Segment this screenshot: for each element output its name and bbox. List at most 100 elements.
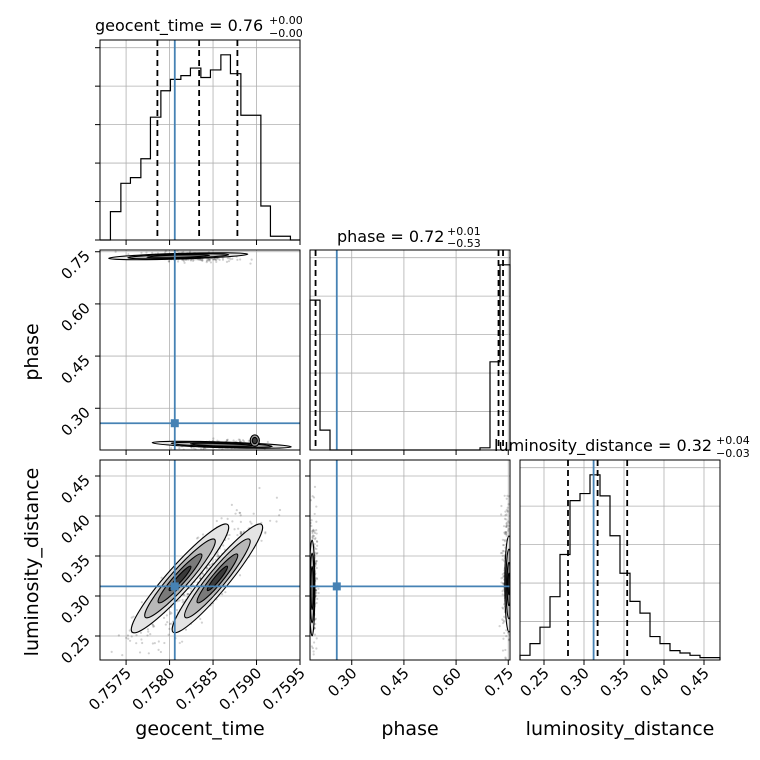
sample-point: [316, 544, 319, 547]
sample-point: [145, 251, 148, 254]
title-luminosity-distance-plus: +0.04: [716, 434, 750, 447]
sample-point: [205, 261, 208, 264]
sample-point: [147, 652, 150, 655]
sample-point: [503, 532, 506, 535]
sample-point: [128, 639, 132, 642]
sample-point: [127, 637, 130, 640]
xtick-label-geocent_time: 0.7590: [215, 664, 265, 714]
sample-point: [314, 562, 318, 566]
sample-point: [160, 576, 163, 579]
sample-point: [216, 439, 219, 442]
sample-point: [502, 574, 505, 578]
sample-point: [264, 532, 267, 535]
sample-point: [275, 496, 278, 499]
sample-point: [312, 529, 315, 532]
sample-point: [260, 539, 263, 542]
sample-point: [241, 439, 245, 442]
xtick-label-phase: 0.45: [376, 664, 412, 700]
ytick-label-phase: 0.30: [57, 403, 93, 439]
sample-point: [505, 513, 508, 516]
sample-point: [132, 615, 135, 618]
sample-point: [311, 531, 314, 535]
sample-point: [502, 543, 506, 547]
sample-point: [152, 625, 155, 628]
sample-point: [225, 260, 229, 263]
title-phase: phase = 0.72: [337, 227, 444, 246]
panel-frame: [99, 459, 301, 661]
sample-point: [312, 641, 316, 644]
sample-point: [505, 524, 508, 527]
sample-point: [247, 439, 250, 442]
sample-point: [502, 637, 505, 640]
sample-point: [221, 593, 224, 596]
sample-point: [183, 593, 186, 597]
sample-point: [500, 581, 503, 584]
sample-point: [503, 494, 506, 497]
sample-point: [315, 560, 318, 563]
sample-point: [502, 550, 505, 553]
sample-point: [314, 617, 317, 620]
sample-point: [238, 511, 241, 514]
sample-point: [505, 497, 508, 500]
sample-point: [127, 253, 130, 256]
sample-point: [506, 510, 509, 513]
sample-point: [507, 529, 510, 532]
panel-frame: [309, 459, 511, 661]
sample-point: [211, 258, 215, 261]
sample-point: [199, 575, 202, 578]
title-geocent-time: geocent_time = 0.76: [95, 16, 263, 36]
sample-point: [505, 508, 508, 511]
sample-point: [501, 649, 505, 652]
sample-point: [315, 532, 318, 535]
sample-point: [225, 438, 229, 442]
sample-point: [216, 257, 219, 260]
sample-point: [312, 496, 316, 499]
sample-point: [314, 536, 317, 540]
sample-point: [313, 547, 317, 550]
sample-point: [207, 259, 210, 262]
sample-point: [503, 538, 506, 542]
sample-point: [504, 514, 507, 517]
sample-point: [151, 623, 155, 627]
sample-point: [227, 260, 231, 263]
sample-point: [249, 262, 252, 265]
sample-point: [169, 447, 173, 450]
sample-point: [159, 650, 163, 654]
sample-point: [236, 534, 239, 537]
sample-point: [110, 650, 113, 653]
sample-point: [313, 485, 317, 488]
sample-point: [501, 606, 504, 609]
sample-point: [503, 517, 507, 520]
ytick-label-luminosity_distance: 0.35: [57, 551, 93, 587]
sample-point: [315, 601, 318, 605]
sample-point: [313, 530, 316, 533]
sample-point: [168, 627, 171, 630]
sample-point: [232, 439, 235, 442]
sample-point: [311, 536, 314, 539]
panel-frame: [99, 39, 301, 241]
sample-point: [498, 625, 501, 628]
sample-point: [507, 527, 510, 531]
ytick-label-phase: 0.45: [57, 351, 93, 387]
sample-point: [503, 631, 506, 635]
sample-point: [504, 532, 508, 536]
sample-point: [505, 525, 508, 528]
sample-point: [239, 520, 243, 523]
sample-point: [208, 258, 212, 261]
sample-point: [147, 630, 150, 633]
sample-point: [312, 650, 315, 653]
sample-point: [239, 532, 242, 535]
xtick-label-luminosity_distance: 0.30: [556, 664, 592, 700]
sample-point: [201, 259, 204, 262]
sample-point: [214, 258, 217, 262]
sample-point: [178, 447, 181, 450]
sample-point: [227, 537, 230, 540]
sample-point: [126, 634, 130, 637]
xtick-label-phase: 0.75: [481, 664, 517, 700]
sample-point: [266, 440, 269, 444]
sample-point: [188, 250, 192, 253]
density-contour: [146, 254, 211, 259]
sample-point: [249, 520, 252, 523]
sample-point: [307, 538, 309, 540]
sample-point: [315, 547, 318, 551]
